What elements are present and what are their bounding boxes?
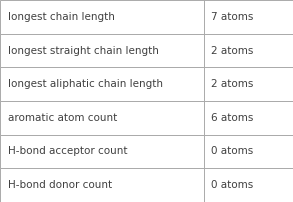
Text: longest aliphatic chain length: longest aliphatic chain length [8, 79, 163, 89]
Text: 7 atoms: 7 atoms [211, 12, 253, 22]
Text: H-bond donor count: H-bond donor count [8, 180, 112, 190]
Bar [0, 135, 293, 168]
Text: 0 atoms: 0 atoms [211, 180, 253, 190]
Text: 2 atoms: 2 atoms [211, 79, 253, 89]
Bar [0, 101, 293, 135]
Text: H-bond acceptor count: H-bond acceptor count [8, 146, 127, 157]
Bar [0, 34, 293, 67]
Bar [0, 0, 293, 34]
Bar [0, 67, 293, 101]
Text: 0 atoms: 0 atoms [211, 146, 253, 157]
Text: 6 atoms: 6 atoms [211, 113, 253, 123]
Bar [0, 168, 293, 202]
Text: longest straight chain length: longest straight chain length [8, 45, 159, 56]
Text: 2 atoms: 2 atoms [211, 45, 253, 56]
Text: longest chain length: longest chain length [8, 12, 115, 22]
Text: aromatic atom count: aromatic atom count [8, 113, 117, 123]
